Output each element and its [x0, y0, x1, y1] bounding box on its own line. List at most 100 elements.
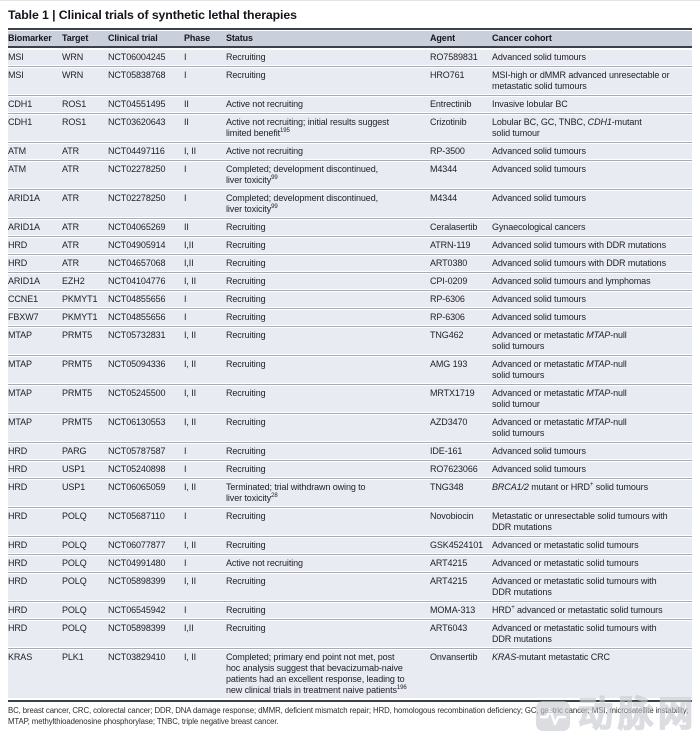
cell-status: Active not recruiting [226, 99, 303, 109]
cell-agent: ART0380 [430, 258, 468, 268]
row-separator [8, 459, 692, 462]
cell-biomarker: ATM [8, 146, 27, 156]
table-row: HRD POLQ NCT05687110 I Recruiting Novobiocin M… [8, 509, 692, 535]
table-row: ARID1A ATR NCT04065269 II Recruiting Ceralase… [8, 220, 692, 235]
cell-status: Completed; primary end point not met, po… [226, 652, 407, 695]
cell-target: POLQ [62, 576, 87, 586]
cell-agent: AMG 193 [430, 359, 468, 369]
cell-trial: NCT05240898 [108, 464, 166, 474]
cell-status: Active not recruiting [226, 146, 303, 156]
cell-agent: ATRN-119 [430, 240, 471, 250]
cell-target: WRN [62, 70, 84, 80]
cell-biomarker: HRD [8, 576, 28, 586]
cell-agent: MOMA-313 [430, 605, 476, 615]
row-separator [8, 553, 692, 556]
cell-agent: RO7589831 [430, 52, 478, 62]
row-separator [8, 65, 692, 68]
cell-cohort: Advanced solid tumours [492, 294, 586, 304]
cell-target: POLQ [62, 558, 87, 568]
cell-trial: NCT06065059 [108, 482, 166, 492]
cell-target: ATR [62, 164, 80, 174]
table-bottom-rule [8, 700, 692, 702]
cell-status: Recruiting [226, 623, 266, 633]
cell-trial: NCT04497116 [108, 146, 165, 156]
cell-biomarker: HRD [8, 240, 28, 250]
table-row: HRD POLQ NCT05898399 I,II Recruiting ART6043 A… [8, 621, 692, 647]
table-row: MTAP PRMT5 NCT05732831 I, II Recruiting TNG46… [8, 328, 692, 354]
cell-target: ATR [62, 222, 80, 232]
cell-trial: NCT04905914 [108, 240, 166, 250]
cell-cohort: Advanced solid tumours [492, 193, 586, 203]
cell-target: USP1 [62, 482, 86, 492]
cell-trial: NCT05898399 [108, 576, 166, 586]
cell-status: Terminated; trial withdrawn owing to live… [226, 482, 366, 503]
column-header: Cancer cohort [492, 33, 552, 43]
cell-biomarker: HRD [8, 511, 28, 521]
cell-agent: RP-6306 [430, 312, 465, 322]
cell-biomarker: MTAP [8, 417, 32, 427]
cell-trial: NCT06004245 [108, 52, 166, 62]
cell-agent: MRTX1719 [430, 388, 475, 398]
cell-cohort: Advanced solid tumours [492, 52, 586, 62]
table-row: HRD POLQ NCT05898399 I, II Recruiting ART4215… [8, 574, 692, 600]
cell-agent: ART4215 [430, 576, 468, 586]
cell-phase: I, II [184, 652, 197, 662]
cell-status: Recruiting [226, 312, 266, 322]
cell-phase: I [184, 558, 187, 568]
cell-phase: I [184, 446, 187, 456]
row-separator [8, 289, 692, 292]
table-row: KRAS PLK1 NCT03829410 I, II Completed; prima… [8, 650, 692, 698]
cell-trial: NCT04991480 [108, 558, 166, 568]
cell-agent: HRO761 [430, 70, 465, 80]
cell-agent: AZD3470 [430, 417, 468, 427]
cell-trial: NCT05094336 [108, 359, 166, 369]
row-separator [8, 354, 692, 357]
cell-phase: II [184, 222, 189, 232]
row-separator [8, 535, 692, 538]
cell-cohort: Advanced solid tumours [492, 464, 586, 474]
cell-cohort: Advanced or metastatic MTAP-null solid tu… [492, 359, 627, 380]
row-separator [8, 477, 692, 480]
cell-cohort: Invasive lobular BC [492, 99, 568, 109]
cell-biomarker: ATM [8, 164, 27, 174]
table-header-row: Biomarker Target Clinical trial Phase Status… [8, 31, 692, 48]
cell-agent: M4344 [430, 164, 458, 174]
cell-trial: NCT04551495 [108, 99, 166, 109]
cell-trial: NCT05898399 [108, 623, 166, 633]
cell-status: Recruiting [226, 605, 266, 615]
table-row: ATM ATR NCT02278250 I Completed; development… [8, 162, 692, 188]
row-separator [8, 412, 692, 415]
cell-trial: NCT05787587 [108, 446, 166, 456]
cell-target: PRMT5 [62, 359, 93, 369]
row-separator [8, 618, 692, 621]
cell-status: Active not recruiting; initial results s… [226, 117, 389, 138]
cell-phase: I, II [184, 359, 197, 369]
cell-biomarker: MTAP [8, 388, 32, 398]
cell-trial: NCT05732831 [108, 330, 166, 340]
cell-status: Recruiting [226, 276, 266, 286]
cell-cohort: Advanced solid tumours with DDR mutation… [492, 258, 666, 268]
cell-status: Recruiting [226, 464, 266, 474]
cell-biomarker: HRD [8, 605, 28, 615]
row-separator [8, 188, 692, 191]
cell-agent: Novobiocin [430, 511, 474, 521]
row-separator [8, 94, 692, 97]
cell-status: Recruiting [226, 417, 266, 427]
row-separator [8, 325, 692, 328]
cell-biomarker: ARID1A [8, 193, 40, 203]
cell-status: Recruiting [226, 446, 266, 456]
cell-agent: ART4215 [430, 558, 468, 568]
cell-agent: M4344 [430, 193, 458, 203]
cell-status: Recruiting [226, 330, 266, 340]
table-row: MSI WRN NCT05838768 I Recruiting HRO761 MSI-hi… [8, 68, 692, 94]
cell-target: ATR [62, 193, 80, 203]
cell-phase: II [184, 117, 189, 127]
cell-status: Recruiting [226, 240, 266, 250]
column-header: Clinical trial [108, 33, 158, 43]
cell-phase: I [184, 70, 187, 80]
table-row: CCNE1 PKMYT1 NCT04855656 I Recruiting RP-6306… [8, 292, 692, 307]
table-footnote: BC, breast cancer, CRC, colorectal cance… [8, 706, 689, 726]
table-title: Table 1 | Clinical trials of synthetic l… [8, 8, 297, 22]
cell-cohort: Advanced solid tumours [492, 146, 586, 156]
cell-biomarker: HRD [8, 258, 28, 268]
